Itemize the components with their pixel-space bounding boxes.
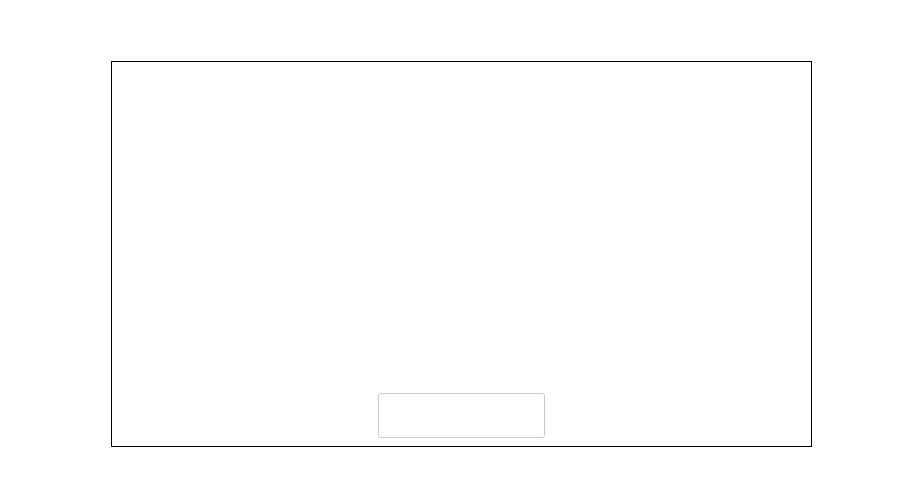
- plot-area: [111, 61, 812, 447]
- legend: [378, 393, 545, 438]
- legend-swatch-downloads: [386, 419, 411, 431]
- legend-row: [386, 400, 536, 415]
- legend-swatch-distinct-ips: [386, 402, 411, 414]
- legend-row: [386, 417, 536, 432]
